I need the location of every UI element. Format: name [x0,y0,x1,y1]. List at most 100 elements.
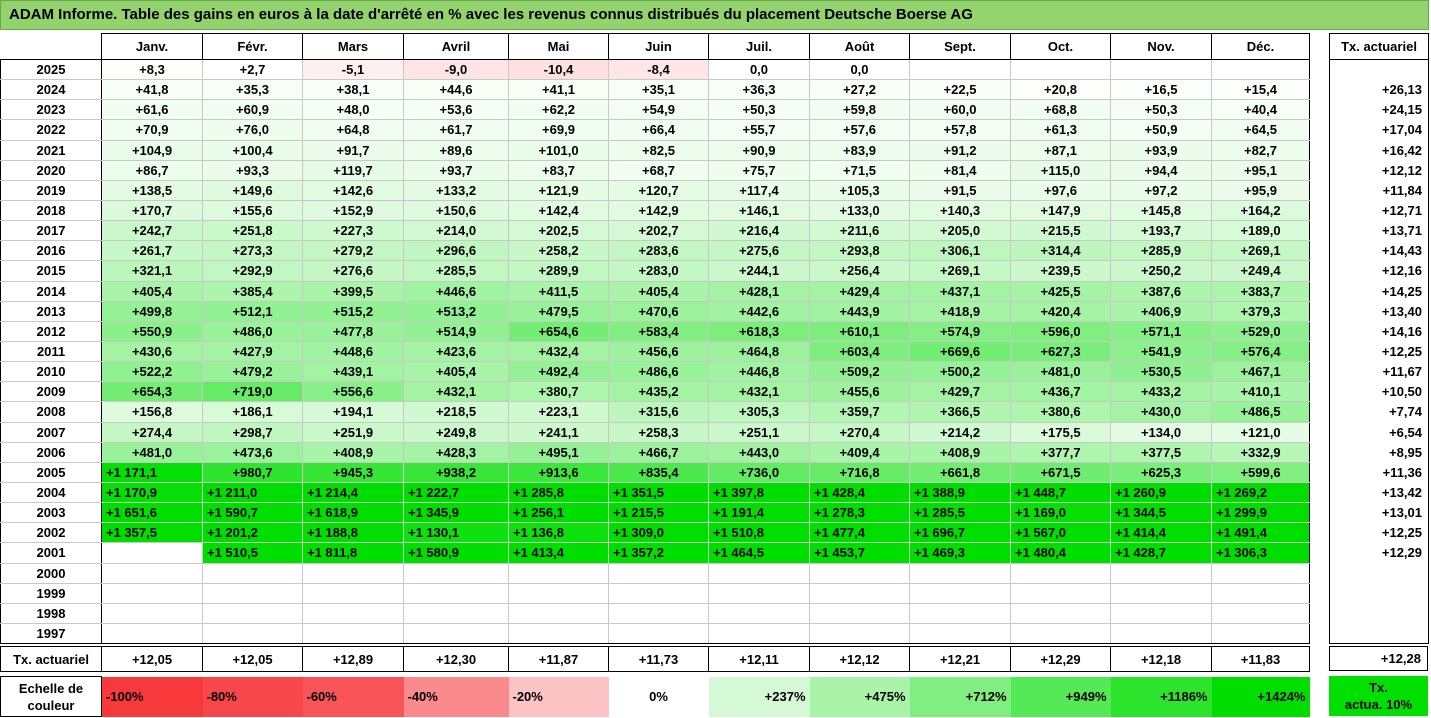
gain-cell: +1 345,9 [403,502,509,524]
gain-cell: +446,8 [708,361,810,383]
gain-cell: +486,5 [1211,401,1310,423]
gain-cell: +380,7 [508,381,609,403]
gain-cell [909,622,1011,645]
gain-cell: +156,8 [101,401,203,423]
gain-cell: +97,2 [1110,179,1212,201]
gain-cell [809,582,910,604]
gain-cell: +36,3 [708,79,810,101]
gain-cell: +442,6 [708,300,810,322]
gain-cell: +142,6 [302,179,404,201]
gain-cell: +1 269,2 [1211,481,1310,504]
year-label: 2011 [0,340,102,363]
gain-cell [809,602,910,624]
gain-cell: +379,3 [1211,300,1310,322]
row-tx-actuariel: +12,12 [1329,160,1429,181]
gain-cell: +239,5 [1010,260,1111,282]
row-tx-actuariel: +10,50 [1329,381,1429,402]
gain-cell: +147,9 [1010,199,1111,222]
year-row: 2001 +1 510,5 +1 811,8 +1 580,9 +1 413,4 +1 3… [0,542,1310,564]
year-row: 2000 [0,562,1310,584]
gain-cell: +515,2 [302,300,404,322]
gain-cell: +91,5 [909,179,1011,201]
year-label: 2006 [0,441,102,463]
gain-cell: +261,7 [101,240,203,262]
row-tx-actuariel: +12,25 [1329,341,1429,362]
gain-cell: +1 215,5 [608,502,709,524]
month-header-4: Avril [403,33,509,60]
gain-cell: +599,6 [1211,461,1310,483]
gain-cell: -5,1 [302,58,404,81]
row-tx-actuariel: +11,36 [1329,462,1429,483]
gain-cell: +529,0 [1211,320,1310,342]
gain-cell [1010,622,1111,645]
gain-cell: +283,6 [608,240,709,262]
gain-cell: +938,2 [403,461,509,483]
year-label: 1998 [0,602,102,624]
gain-cell: +1 344,5 [1110,502,1212,524]
gain-cell: +64,5 [1211,119,1310,141]
year-label: 2000 [0,562,102,584]
year-row: 2015 +321,1 +292,9 +276,6 +285,5 +289,9 +283,0… [0,260,1310,282]
gain-cell: +477,8 [302,320,404,342]
gain-cell: +22,5 [909,79,1011,101]
scale-swatch: -20% [508,676,609,717]
gain-cell: +249,4 [1211,260,1310,282]
year-label: 2019 [0,179,102,201]
gain-cell: +48,0 [302,99,404,121]
month-header-12: Déc. [1211,33,1310,60]
gain-cell: +241,1 [508,421,609,443]
gain-cell: +86,7 [101,159,203,181]
row-tx-actuariel: +16,42 [1329,140,1429,161]
row-tx-actuariel [1329,583,1429,604]
gain-cell: +410,1 [1211,381,1310,403]
gain-cell: +456,6 [608,340,709,363]
gain-cell: +466,7 [608,441,709,463]
gain-cell: +38,1 [302,79,404,101]
gain-cell: +1 388,9 [909,481,1011,504]
gain-cell [1110,622,1212,645]
row-tx-actuariel: +12,16 [1329,260,1429,282]
gain-cell: +1 299,9 [1211,502,1310,524]
year-row: 2018 +170,7 +155,6 +152,9 +150,6 +142,4 +142,9… [0,199,1310,222]
gain-cell: +101,0 [508,139,609,161]
month-header-9: Sept. [909,33,1011,60]
scale-swatch: +1424% [1211,676,1310,717]
gain-cell: +377,7 [1010,441,1111,463]
gain-cell [909,58,1011,81]
gain-cell: +1 428,7 [1110,542,1212,564]
gain-cell: +91,7 [302,139,404,161]
row-tx-actuariel: +24,15 [1329,99,1429,120]
gain-cell: +186,1 [202,401,303,423]
gain-cell: +83,9 [809,139,910,161]
gain-cell: +1 170,9 [101,481,203,504]
row-tx-actuariel: +11,84 [1329,180,1429,201]
gain-cell: +133,0 [809,199,910,222]
year-row: 2022 +70,9 +76,0 +64,8 +61,7 +69,9 +66,4 +55,7 +… [0,119,1310,141]
gain-cell: +448,6 [302,340,404,363]
gain-cell [403,582,509,604]
gain-cell: +1 413,4 [508,542,609,564]
gain-cell: +512,1 [202,300,303,322]
gain-cell: +423,6 [403,340,509,363]
gain-cell: +146,1 [708,199,810,222]
gain-cell: +276,6 [302,260,404,282]
gain-cell: +315,6 [608,401,709,423]
gain-cell: +736,0 [708,461,810,483]
gain-cell: +194,1 [302,401,404,423]
gain-cell [101,622,203,645]
gain-cell: +1 567,0 [1010,522,1111,544]
gain-cell: +654,6 [508,320,609,342]
gain-cell: +60,9 [202,99,303,121]
footer-tx-value: +12,30 [403,646,509,672]
gain-cell [708,622,810,645]
gain-cell: +443,0 [708,441,810,463]
gain-cell: +1 357,5 [101,522,203,544]
gain-cell: +530,5 [1110,361,1212,383]
row-tx-actuariel [1329,563,1429,584]
gain-cell: +428,1 [708,280,810,302]
gain-cell: +90,9 [708,139,810,161]
gain-cell: +35,1 [608,79,709,101]
gain-cell [101,542,203,564]
scale-swatch: -60% [302,676,404,717]
gain-cell [708,582,810,604]
